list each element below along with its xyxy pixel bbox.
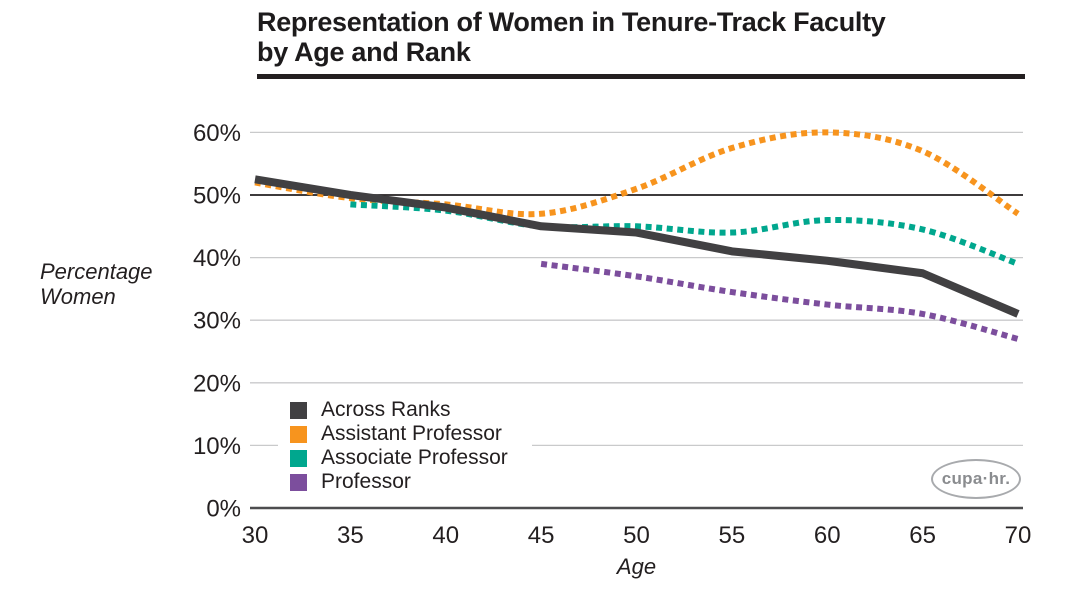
chart-title-line1: Representation of Women in Tenure-Track … — [257, 7, 886, 37]
cupa-hr-logo-text: cupa·hr. — [941, 469, 1011, 488]
legend-label-assistant-professor: Assistant Professor — [321, 422, 502, 445]
y-tick-label: 50% — [193, 183, 241, 210]
x-axis-title: Age — [616, 554, 657, 579]
series-line-assistant-professor — [254, 129, 1020, 218]
y-tick-label: 20% — [193, 370, 241, 397]
legend-item-associate-professor: Associate Professor — [290, 446, 508, 470]
legend-swatch-associate-professor — [290, 449, 307, 467]
x-tick-label: 45 — [528, 522, 555, 549]
chart-title-line2: by Age and Rank — [257, 37, 471, 67]
y-axis-title: Percentage Women — [40, 259, 153, 309]
y-tick-label: 10% — [193, 433, 241, 460]
y-tick-label: 60% — [193, 120, 241, 147]
legend-label-associate-professor: Associate Professor — [321, 446, 508, 469]
legend-swatch-professor — [290, 473, 307, 491]
legend-swatch-across-ranks — [290, 401, 307, 419]
x-tick-label: 35 — [337, 522, 364, 549]
x-tick-label: 30 — [242, 522, 269, 549]
x-tick-label: 55 — [719, 522, 746, 549]
legend: Across Ranks Assistant Professor Associa… — [278, 395, 532, 499]
series-line-associate-professor — [350, 201, 1020, 267]
legend-item-professor: Professor — [290, 470, 508, 494]
y-tick-label: 30% — [193, 308, 241, 335]
title-underline-rule — [257, 74, 1025, 79]
series-line-professor — [540, 260, 1019, 342]
chart-title: Representation of Women in Tenure-Track … — [257, 7, 1027, 67]
legend-label-professor: Professor — [321, 470, 411, 493]
series-line-across-ranks — [254, 175, 1020, 318]
y-tick-label: 40% — [193, 245, 241, 272]
x-tick-label: 60 — [814, 522, 841, 549]
legend-swatch-assistant-professor — [290, 425, 307, 443]
legend-item-assistant-professor: Assistant Professor — [290, 422, 508, 446]
cupa-hr-logo: cupa·hr. — [931, 459, 1021, 499]
x-tick-label: 50 — [623, 522, 650, 549]
legend-label-across-ranks: Across Ranks — [321, 398, 451, 421]
legend-item-across-ranks: Across Ranks — [290, 398, 508, 422]
y-tick-label: 0% — [206, 496, 241, 523]
x-tick-label: 65 — [909, 522, 936, 549]
x-tick-label: 70 — [1005, 522, 1032, 549]
x-tick-label: 40 — [432, 522, 459, 549]
